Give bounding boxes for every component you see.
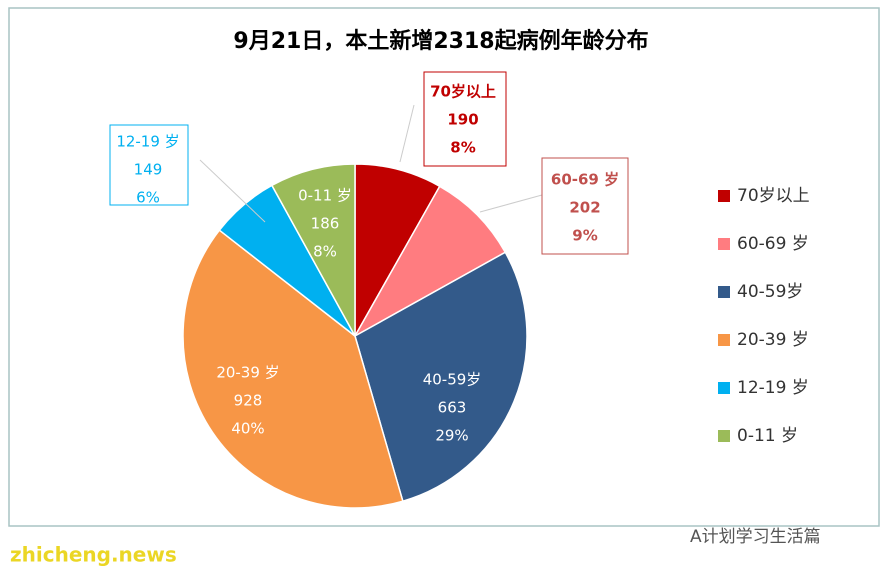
data-label-value: 190 — [447, 111, 478, 129]
data-label-percent: 29% — [435, 427, 468, 445]
data-label-value: 928 — [234, 392, 263, 410]
pie-slice — [182, 229, 404, 509]
data-label-percent: 9% — [572, 227, 597, 245]
pie-slice — [353, 185, 507, 338]
legend-label: 0-11 岁 — [737, 426, 798, 446]
legend-swatch — [718, 382, 730, 394]
pie-slice — [354, 163, 441, 339]
data-label-value: 149 — [134, 161, 163, 179]
data-label-value: 663 — [438, 399, 467, 417]
legend-swatch — [718, 238, 730, 250]
data-label-value: 186 — [311, 215, 340, 233]
legend-label: 12-19 岁 — [737, 378, 809, 398]
data-label-percent: 8% — [450, 139, 475, 157]
data-label-category: 12-19 岁 — [116, 133, 179, 151]
leader-line — [399, 104, 415, 163]
data-label-percent: 8% — [313, 243, 337, 261]
legend-label: 20-39 岁 — [737, 330, 809, 350]
legend-swatch — [718, 430, 730, 442]
legend-label: 70岁以上 — [737, 186, 810, 206]
data-label-category: 60-69 岁 — [551, 171, 619, 189]
chart-title: 9月21日，本土新增2318起病例年龄分布 — [233, 28, 648, 54]
leader-line — [199, 159, 266, 223]
data-label-value: 202 — [569, 199, 600, 217]
data-label-category: 0-11 岁 — [298, 187, 352, 205]
legend-swatch — [718, 190, 730, 202]
pie-slice — [354, 251, 528, 503]
label-box — [423, 71, 507, 167]
data-label-percent: 40% — [231, 420, 264, 438]
data-label-percent: 6% — [136, 189, 160, 207]
watermark: A计划学习生活篇 — [690, 527, 821, 547]
label-box — [541, 157, 629, 255]
legend-swatch — [718, 334, 730, 346]
legend-swatch — [718, 286, 730, 298]
watermark: zhicheng.news — [10, 543, 177, 567]
leader-line — [479, 194, 543, 213]
legend-label: 60-69 岁 — [737, 234, 809, 254]
pie-slice — [270, 163, 356, 337]
data-label-category: 20-39 岁 — [216, 364, 279, 382]
data-label-category: 40-59岁 — [423, 371, 482, 389]
legend-label: 40-59岁 — [737, 282, 803, 302]
data-label-category: 70岁以上 — [430, 83, 496, 101]
label-box — [109, 124, 189, 206]
